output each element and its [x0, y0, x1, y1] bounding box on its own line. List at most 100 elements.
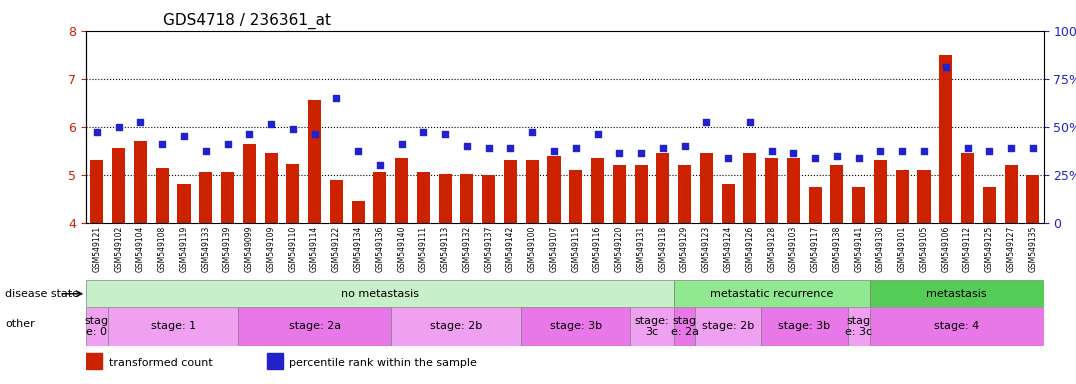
- Text: GSM549122: GSM549122: [331, 225, 341, 272]
- Point: [784, 150, 802, 156]
- Bar: [416, 172, 430, 223]
- Bar: [395, 158, 408, 223]
- Point: [524, 128, 541, 135]
- Text: stage: 4: stage: 4: [934, 321, 979, 331]
- Bar: [744, 153, 756, 223]
- Point: [567, 145, 584, 151]
- Bar: [569, 170, 582, 223]
- Text: stag
e: 3c: stag e: 3c: [845, 316, 873, 337]
- Point: [872, 148, 889, 154]
- Bar: [612, 165, 626, 223]
- Point: [110, 124, 127, 130]
- Point: [284, 126, 301, 132]
- Text: stage: 1: stage: 1: [151, 321, 196, 331]
- Bar: [439, 174, 452, 223]
- Text: GSM549102: GSM549102: [114, 225, 124, 272]
- Point: [937, 64, 954, 70]
- Bar: [591, 158, 604, 223]
- Bar: [286, 164, 299, 223]
- Text: GSM549140: GSM549140: [397, 225, 406, 272]
- Text: stage:
3c: stage: 3c: [635, 316, 669, 337]
- Point: [1003, 145, 1020, 151]
- Text: GSM549123: GSM549123: [702, 225, 711, 272]
- Bar: [90, 161, 103, 223]
- Point: [350, 148, 367, 154]
- Text: GSM549108: GSM549108: [158, 225, 167, 272]
- Point: [218, 141, 236, 147]
- Text: GSM549109: GSM549109: [267, 225, 275, 272]
- Point: [197, 148, 214, 154]
- Bar: [1027, 175, 1039, 223]
- Bar: [526, 161, 539, 223]
- Bar: [939, 55, 952, 223]
- FancyBboxPatch shape: [86, 307, 108, 346]
- Text: GSM549119: GSM549119: [180, 225, 188, 272]
- Bar: [330, 180, 343, 223]
- Bar: [852, 187, 865, 223]
- Text: GSM549141: GSM549141: [854, 225, 863, 272]
- Text: GSM549107: GSM549107: [550, 225, 558, 272]
- Text: metastatic recurrence: metastatic recurrence: [710, 289, 833, 299]
- Bar: [918, 170, 931, 223]
- Bar: [373, 172, 386, 223]
- Text: GSM549142: GSM549142: [506, 225, 515, 272]
- Text: GSM549137: GSM549137: [484, 225, 493, 272]
- Bar: [482, 175, 495, 223]
- Text: GSM549114: GSM549114: [310, 225, 320, 272]
- FancyBboxPatch shape: [674, 280, 869, 307]
- Point: [1024, 145, 1042, 151]
- FancyBboxPatch shape: [239, 307, 391, 346]
- Bar: [678, 165, 691, 223]
- Text: GSM549128: GSM549128: [767, 225, 776, 272]
- Text: GSM549104: GSM549104: [136, 225, 145, 272]
- Bar: [112, 148, 125, 223]
- Point: [807, 155, 824, 161]
- Point: [916, 148, 933, 154]
- Bar: [461, 174, 473, 223]
- Bar: [787, 158, 799, 223]
- Point: [241, 131, 258, 137]
- Text: GSM549130: GSM549130: [876, 225, 884, 272]
- Point: [154, 141, 171, 147]
- Bar: [548, 156, 561, 223]
- Bar: [243, 144, 256, 223]
- Text: no metastasis: no metastasis: [341, 289, 419, 299]
- Bar: [1005, 165, 1018, 223]
- Text: stag
e: 0: stag e: 0: [85, 316, 109, 337]
- Point: [88, 128, 105, 135]
- Text: GSM549103: GSM549103: [789, 225, 798, 272]
- Text: GDS4718 / 236361_at: GDS4718 / 236361_at: [162, 13, 330, 29]
- Bar: [352, 201, 365, 223]
- Text: GSM549131: GSM549131: [637, 225, 646, 272]
- FancyBboxPatch shape: [848, 307, 869, 346]
- Text: disease state: disease state: [5, 289, 80, 299]
- Point: [763, 148, 780, 154]
- Bar: [895, 170, 909, 223]
- Point: [175, 133, 193, 139]
- FancyBboxPatch shape: [695, 307, 761, 346]
- FancyBboxPatch shape: [108, 307, 239, 346]
- Point: [437, 131, 454, 137]
- Text: GSM549106: GSM549106: [942, 225, 950, 272]
- Point: [589, 131, 606, 137]
- Text: GSM549133: GSM549133: [201, 225, 210, 272]
- Text: GSM549135: GSM549135: [1029, 225, 1037, 272]
- Point: [480, 145, 497, 151]
- Point: [415, 128, 433, 135]
- Bar: [221, 172, 235, 223]
- Text: GSM549116: GSM549116: [593, 225, 603, 272]
- Text: GSM549100: GSM549100: [527, 225, 537, 272]
- Bar: [831, 165, 844, 223]
- Text: GSM549113: GSM549113: [441, 225, 450, 272]
- Text: GSM549126: GSM549126: [746, 225, 754, 272]
- Point: [328, 95, 345, 101]
- Point: [371, 162, 388, 168]
- Bar: [809, 187, 822, 223]
- Bar: [133, 141, 147, 223]
- Point: [633, 150, 650, 156]
- Text: GSM549132: GSM549132: [463, 225, 471, 272]
- Point: [850, 155, 867, 161]
- FancyBboxPatch shape: [869, 280, 1044, 307]
- FancyBboxPatch shape: [86, 280, 674, 307]
- Bar: [308, 100, 321, 223]
